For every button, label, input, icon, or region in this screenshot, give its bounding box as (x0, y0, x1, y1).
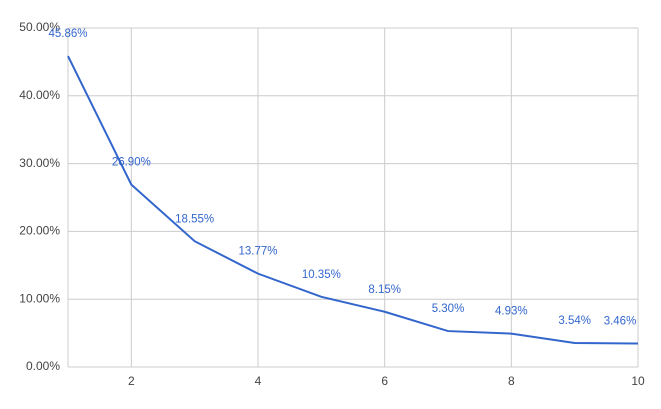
data-label: 13.77% (238, 246, 277, 258)
y-tick-label: 0.00% (26, 359, 60, 373)
y-tick-label: 10.00% (19, 291, 60, 305)
data-label: 10.35% (302, 269, 341, 281)
y-tick-label: 40.00% (19, 88, 60, 102)
data-label: 5.30% (432, 303, 465, 315)
y-tick-label: 20.00% (19, 224, 60, 238)
y-tick-label: 50.00% (19, 20, 60, 34)
line (67, 55, 639, 345)
data-label: 18.55% (175, 213, 214, 225)
data-label: 4.93% (495, 306, 528, 318)
x-tick-label: 10 (631, 374, 645, 388)
x-tick-label: 2 (128, 374, 135, 388)
data-label: 3.54% (558, 315, 591, 327)
data-label: 3.46% (604, 316, 637, 328)
data-label: 26.90% (112, 157, 151, 169)
x-tick-label: 6 (381, 374, 388, 388)
data-label: 45.86% (48, 28, 87, 40)
x-tick-label: 4 (255, 374, 262, 388)
data-label: 8.15% (368, 284, 401, 296)
x-tick-label: 8 (508, 374, 515, 388)
y-tick-label: 30.00% (19, 156, 60, 170)
